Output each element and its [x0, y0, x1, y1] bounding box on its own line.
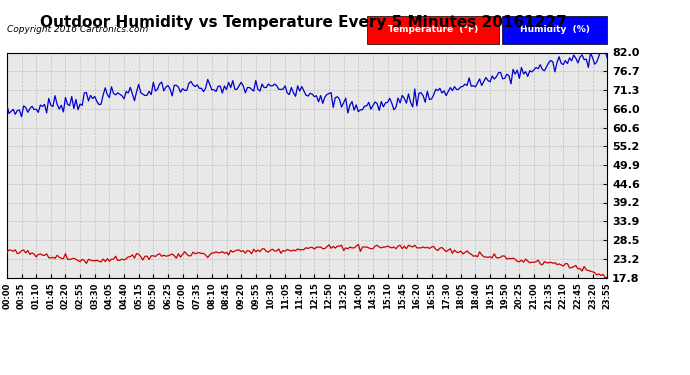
- Text: Temperature  (°F): Temperature (°F): [388, 26, 478, 34]
- Text: Outdoor Humidity vs Temperature Every 5 Minutes 20161227: Outdoor Humidity vs Temperature Every 5 …: [40, 15, 567, 30]
- Text: Copyright 2016 Cartronics.com: Copyright 2016 Cartronics.com: [7, 26, 148, 34]
- FancyBboxPatch shape: [502, 16, 607, 44]
- Text: Humidity  (%): Humidity (%): [520, 26, 590, 34]
- FancyBboxPatch shape: [367, 16, 499, 44]
